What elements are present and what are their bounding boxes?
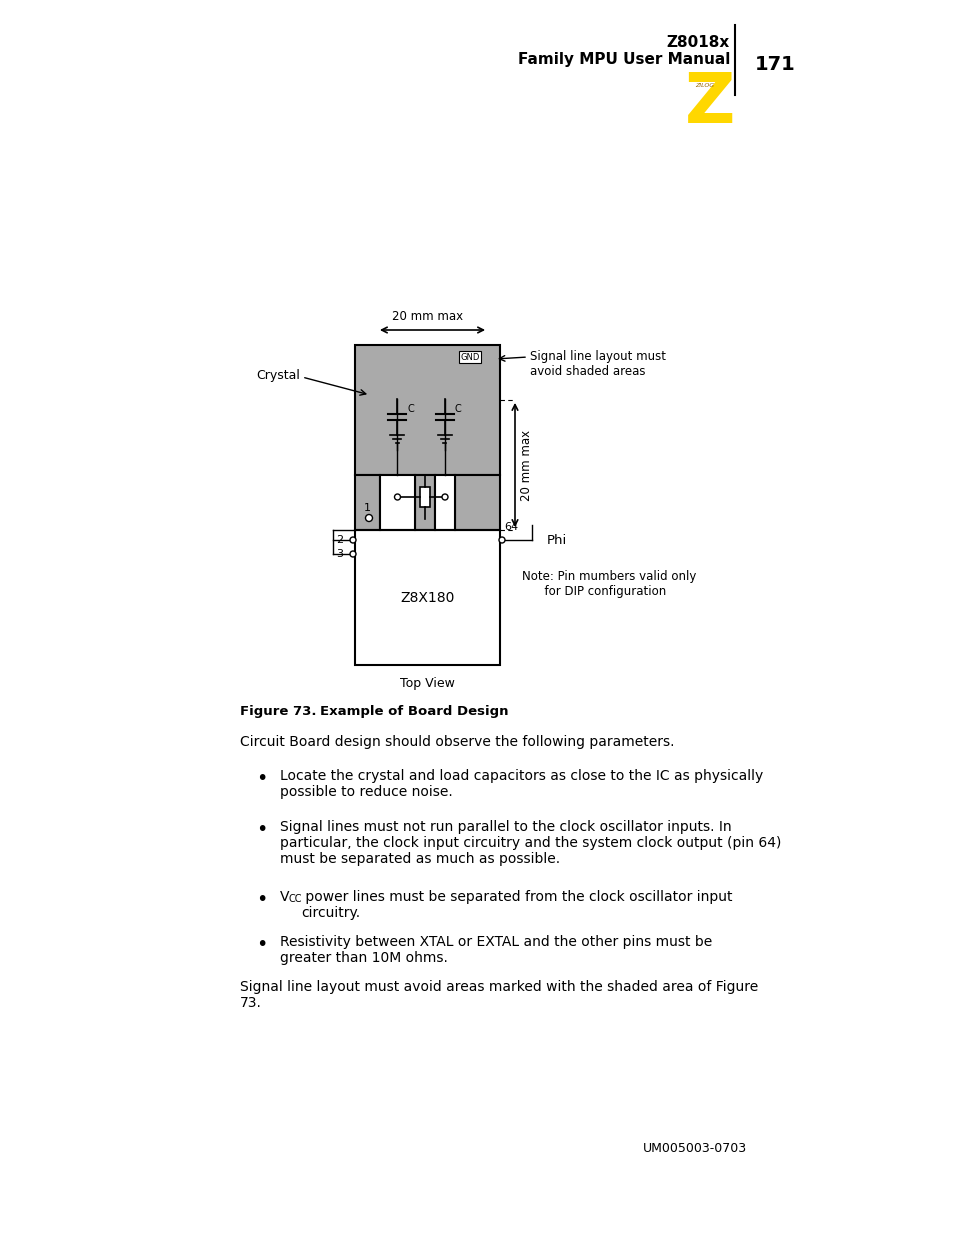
Text: Signal lines must not run parallel to the clock oscillator inputs. In
particular: Signal lines must not run parallel to th… bbox=[280, 820, 781, 867]
Text: Signal line layout must
avoid shaded areas: Signal line layout must avoid shaded are… bbox=[530, 350, 665, 378]
Text: Crystal: Crystal bbox=[255, 368, 299, 382]
Text: Signal line layout must avoid areas marked with the shaded area of Figure
73.: Signal line layout must avoid areas mark… bbox=[240, 981, 758, 1010]
Circle shape bbox=[350, 537, 355, 543]
Text: 1: 1 bbox=[363, 503, 370, 513]
Text: •: • bbox=[256, 935, 268, 953]
Text: Z8018x: Z8018x bbox=[666, 35, 729, 49]
Bar bbox=[355, 475, 379, 530]
Bar bbox=[455, 475, 499, 530]
Text: Z: Z bbox=[684, 70, 735, 137]
Text: CC: CC bbox=[288, 893, 302, 904]
Text: •: • bbox=[256, 769, 268, 788]
Circle shape bbox=[441, 494, 448, 500]
Text: 20 mm max: 20 mm max bbox=[519, 430, 533, 500]
Circle shape bbox=[395, 494, 400, 500]
Text: GND: GND bbox=[460, 352, 479, 362]
Text: 20 mm max: 20 mm max bbox=[392, 310, 462, 324]
Text: ZILOG: ZILOG bbox=[695, 83, 714, 88]
Circle shape bbox=[350, 551, 355, 557]
Text: 2: 2 bbox=[335, 535, 343, 545]
Bar bbox=[415, 475, 435, 530]
Text: 64: 64 bbox=[503, 522, 517, 532]
Bar bbox=[355, 345, 499, 475]
Text: UM005003-0703: UM005003-0703 bbox=[642, 1142, 746, 1155]
Bar bbox=[379, 475, 415, 530]
Text: Family MPU User Manual: Family MPU User Manual bbox=[517, 52, 729, 67]
Text: Circuit Board design should observe the following parameters.: Circuit Board design should observe the … bbox=[240, 735, 674, 748]
Bar bbox=[435, 475, 455, 530]
Text: C: C bbox=[455, 404, 461, 414]
Text: power lines must be separated from the clock oscillator input
circuitry.: power lines must be separated from the c… bbox=[301, 890, 732, 920]
Bar bbox=[355, 530, 499, 664]
Circle shape bbox=[498, 537, 504, 543]
Text: Resistivity between XTAL or EXTAL and the other pins must be
greater than 10M oh: Resistivity between XTAL or EXTAL and th… bbox=[280, 935, 712, 966]
Text: Z8X180: Z8X180 bbox=[400, 590, 455, 604]
Text: Figure 73.: Figure 73. bbox=[240, 705, 316, 718]
Text: •: • bbox=[256, 890, 268, 909]
Circle shape bbox=[365, 515, 372, 521]
Text: Phi: Phi bbox=[546, 534, 567, 547]
Text: Locate the crystal and load capacitors as close to the IC as physically
possible: Locate the crystal and load capacitors a… bbox=[280, 769, 762, 799]
Text: Top View: Top View bbox=[399, 677, 455, 690]
Text: 3: 3 bbox=[335, 550, 343, 559]
Text: •: • bbox=[256, 820, 268, 839]
Text: Note: Pin mumbers valid only
      for DIP configuration: Note: Pin mumbers valid only for DIP con… bbox=[521, 571, 696, 598]
Bar bbox=[419, 487, 430, 508]
Text: Example of Board Design: Example of Board Design bbox=[319, 705, 508, 718]
Text: V: V bbox=[280, 890, 289, 904]
Text: C: C bbox=[407, 404, 414, 414]
Text: 171: 171 bbox=[754, 56, 795, 74]
